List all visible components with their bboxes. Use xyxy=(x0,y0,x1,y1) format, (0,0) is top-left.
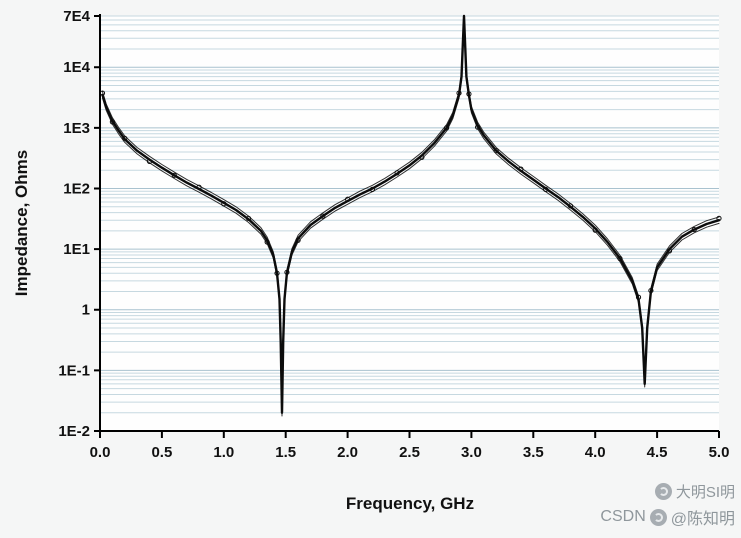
x-tick-label: 4.5 xyxy=(647,444,668,461)
data-marker xyxy=(109,119,115,125)
x-tick-label: 2.0 xyxy=(337,444,358,461)
watermark-csdn: CSDN @陈知明 xyxy=(600,505,735,529)
data-marker xyxy=(474,124,481,130)
y-tick-label: 1E2 xyxy=(63,180,90,197)
data-marker xyxy=(245,215,252,222)
x-axis-title: Frequency, GHz xyxy=(345,494,475,513)
csdn-label: CSDN xyxy=(600,508,646,525)
watermark-upper: 大明SI明 xyxy=(654,481,735,502)
x-tick-label: 0.0 xyxy=(90,444,111,461)
data-marker xyxy=(295,237,301,243)
data-marker xyxy=(691,226,697,233)
data-marker xyxy=(369,186,375,192)
csdn-logo-icon xyxy=(649,508,667,526)
data-marker xyxy=(716,215,722,221)
y-tick-label: 1E-1 xyxy=(58,362,90,379)
y-axis-title: Impedance, Ohms xyxy=(12,149,31,297)
data-marker xyxy=(466,91,472,97)
x-tick-label: 1.5 xyxy=(275,444,296,461)
x-tick-label: 0.5 xyxy=(151,444,172,461)
author-badge-icon xyxy=(654,483,672,500)
watermark-handle: @陈知明 xyxy=(670,511,735,528)
data-marker xyxy=(567,203,574,209)
data-marker xyxy=(518,166,524,172)
watermark-upper-text: 大明SI明 xyxy=(675,484,735,501)
data-marker xyxy=(493,148,499,154)
plot-area xyxy=(100,16,719,431)
data-marker xyxy=(592,227,598,233)
x-tick-label: 4.0 xyxy=(585,444,606,461)
y-tick-label: 1E3 xyxy=(63,120,90,137)
data-marker xyxy=(196,184,202,190)
data-marker xyxy=(543,186,549,192)
data-marker xyxy=(274,270,280,276)
data-marker xyxy=(617,255,623,262)
y-tick-label: 1E4 xyxy=(63,59,90,76)
data-marker xyxy=(648,287,654,294)
data-marker xyxy=(284,269,290,275)
x-tick-label: 2.5 xyxy=(399,444,420,461)
x-tick-label: 3.0 xyxy=(461,444,482,461)
data-marker xyxy=(264,239,270,245)
data-marker xyxy=(394,170,400,176)
data-marker xyxy=(666,248,673,254)
data-marker xyxy=(419,154,425,160)
data-marker xyxy=(444,125,450,131)
y-tick-label: 7E4 xyxy=(63,8,90,25)
data-marker xyxy=(221,201,227,207)
y-tick-label: 1E-2 xyxy=(58,423,90,440)
y-tick-label: 1 xyxy=(82,302,90,319)
impedance-curve xyxy=(102,18,720,417)
data-marker xyxy=(456,90,462,96)
data-marker xyxy=(345,196,351,202)
x-tick-label: 3.5 xyxy=(523,444,544,461)
y-tick-label: 1E1 xyxy=(63,241,90,258)
impedance-curve xyxy=(101,14,721,414)
x-tick-label: 1.0 xyxy=(213,444,234,461)
data-marker xyxy=(635,294,642,300)
data-marker xyxy=(146,158,153,164)
data-marker xyxy=(320,213,326,219)
x-tick-label: 5.0 xyxy=(709,444,730,461)
impedance-curve xyxy=(102,15,720,410)
data-marker xyxy=(171,172,177,178)
data-marker xyxy=(122,135,128,141)
